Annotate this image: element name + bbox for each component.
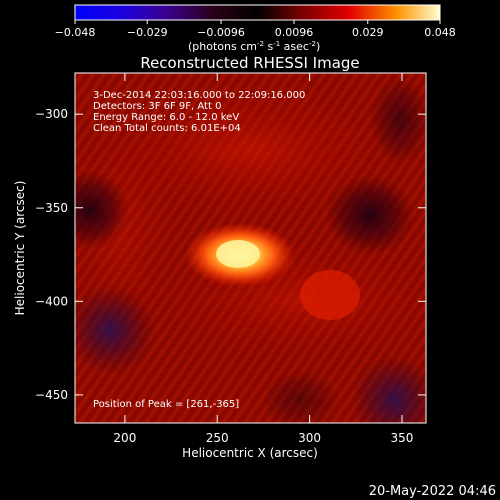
info-annotation: 3-Dec-2014 22:03:16.000 to 22:09:16.000 … bbox=[93, 90, 305, 134]
colorbar-ticks: −0.048 −0.029 −0.0096 0.0096 0.029 0.048 bbox=[55, 20, 456, 39]
colorbar-tick-label: 0.0096 bbox=[275, 26, 314, 39]
x-tick-label: 200 bbox=[113, 431, 136, 445]
plot-timestamp: 20-May-2022 04:46 bbox=[369, 484, 496, 499]
info-line-energy: Energy Range: 6.0 - 12.0 keV bbox=[93, 112, 239, 123]
colorbar-tick-label: −0.0096 bbox=[197, 26, 245, 39]
plot-frame bbox=[74, 72, 427, 424]
x-tick-label: 250 bbox=[206, 431, 229, 445]
x-tick-label: 300 bbox=[298, 431, 321, 445]
colorbar: −0.048 −0.029 −0.0096 0.0096 0.029 0.048 (pho… bbox=[55, 4, 456, 53]
x-tick-label: 350 bbox=[391, 431, 414, 445]
colorbar-tick-label: −0.048 bbox=[55, 26, 96, 39]
info-line-detectors: Detectors: 3F 6F 9F, Att 0 bbox=[93, 101, 221, 112]
y-tick-label: −400 bbox=[35, 294, 68, 308]
y-tick-label: −350 bbox=[35, 201, 68, 215]
x-axis-ticks: 200 250 300 350 bbox=[113, 73, 413, 445]
colorbar-tick-label: −0.029 bbox=[127, 26, 168, 39]
x-axis-label: Heliocentric X (arcsec) bbox=[182, 446, 318, 460]
colorbar-tick-label: 0.029 bbox=[352, 26, 384, 39]
rhessi-image bbox=[75, 73, 426, 423]
colorbar-units: (photons cm-2 s-1 asec-2) bbox=[188, 40, 320, 53]
info-line-time: 3-Dec-2014 22:03:16.000 to 22:09:16.000 bbox=[93, 90, 305, 101]
y-axis-ticks: −300 −350 −400 −450 bbox=[35, 107, 426, 402]
y-tick-label: −450 bbox=[35, 388, 68, 402]
colorbar-tick-label: 0.048 bbox=[424, 26, 456, 39]
peak-position-label: Position of Peak = [261,-365] bbox=[93, 399, 239, 410]
y-tick-label: −300 bbox=[35, 107, 68, 121]
colorbar-gradient bbox=[74, 4, 441, 21]
y-axis-label: Heliocentric Y (arcsec) bbox=[13, 181, 27, 316]
info-line-counts: Clean Total counts: 6.01E+04 bbox=[93, 123, 241, 134]
image-title: Reconstructed RHESSI Image bbox=[140, 54, 359, 72]
